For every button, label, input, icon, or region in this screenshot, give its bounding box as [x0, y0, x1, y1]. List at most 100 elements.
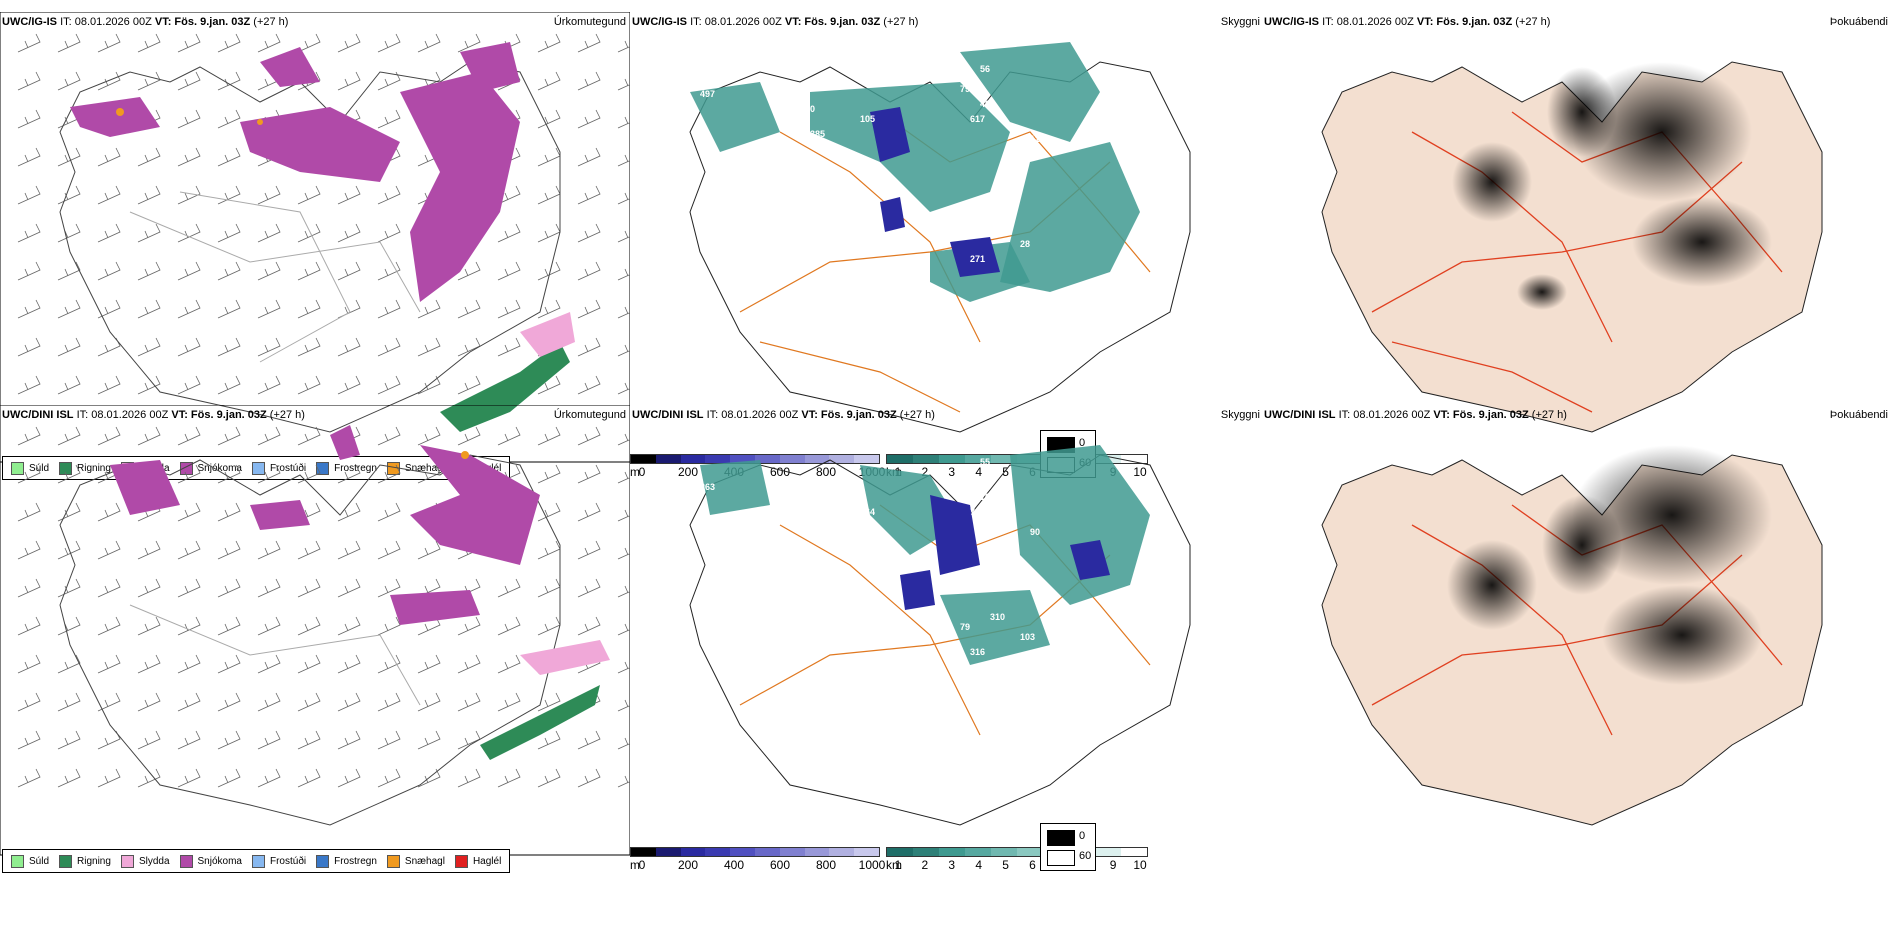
legend-item: Frostregn	[316, 854, 377, 868]
lead-time: (+27 h)	[253, 16, 289, 28]
init-time: IT: 08.01.2026 00Z	[706, 409, 799, 421]
wind-barb	[537, 299, 561, 319]
visibility-value: 13	[870, 204, 880, 214]
wind-barb	[577, 375, 601, 395]
wind-barb	[617, 78, 630, 91]
wind-barb	[177, 426, 201, 446]
wind-barb	[577, 616, 601, 636]
wind-barb	[537, 502, 561, 522]
lead-time: (+27 h)	[883, 16, 919, 28]
wind-barb	[177, 730, 201, 750]
wind-barb	[57, 337, 81, 357]
visibility-value: 128	[810, 522, 825, 532]
wind-barb	[97, 578, 121, 598]
navy-areas	[900, 495, 1110, 610]
visibility-value: 486	[1010, 169, 1025, 179]
visibility-value: 154	[900, 632, 915, 642]
visibility-labels: 263 441 128 464 707 102 90 132 310 154 79 316 103 204…	[700, 457, 1040, 657]
wind-barb	[297, 223, 321, 243]
legend-item: Slydda	[120, 854, 170, 868]
visibility-ticks: km 12345678910	[886, 857, 1148, 872]
wind-barb	[177, 768, 201, 788]
lead-time: (+27 h)	[269, 409, 305, 421]
wind-barb	[217, 730, 241, 750]
wind-barb	[177, 375, 201, 395]
tick-label: 5	[1002, 465, 1009, 479]
legend-swatch	[11, 461, 24, 475]
wind-barb	[17, 692, 41, 712]
wind-barb	[17, 185, 41, 205]
visibility-value: 204	[830, 607, 845, 617]
legend-item: Frostúði	[251, 854, 307, 868]
fog-areas	[1452, 62, 1772, 310]
wind-barb	[177, 540, 201, 560]
wind-barb	[537, 768, 561, 788]
tick-label: 1000	[858, 858, 886, 872]
legend-item: Rigning	[59, 854, 111, 868]
panel-header: UWC/DINI ISL IT: 08.01.2026 00Z VT: Fös.…	[1264, 409, 1567, 421]
wind-barb	[617, 623, 630, 636]
wind-barb	[297, 768, 321, 788]
legend-label: Rigning	[77, 462, 111, 474]
wind-barb	[457, 616, 481, 636]
wind-barb	[617, 382, 630, 395]
wind-barb	[57, 375, 81, 395]
wind-barb	[17, 464, 41, 484]
wind-barb	[337, 71, 361, 91]
tick-label: 10	[1133, 465, 1147, 479]
precip-panel-bottom: UWC/DINI ISL IT: 08.01.2026 00Z VT: Fös.…	[0, 405, 630, 875]
wind-barb	[497, 768, 521, 788]
legend-label: Frostúði	[269, 855, 307, 867]
navy-areas	[870, 107, 1000, 277]
wind-barb	[617, 471, 630, 484]
wind-barb	[457, 299, 481, 319]
legend-label: Snjókoma	[197, 855, 242, 867]
wind-barb	[217, 540, 241, 560]
fog-panel-top: UWC/IG-IS IT: 08.01.2026 00Z VT: Fös. 9.…	[1262, 12, 1892, 482]
lead-time: (+27 h)	[1531, 409, 1567, 421]
wind-barb	[57, 578, 81, 598]
valid-time: Fös. 9.jan. 03Z	[174, 16, 251, 28]
wind-barb	[537, 464, 561, 484]
wind-barb	[177, 33, 201, 53]
wind-barb	[337, 33, 361, 53]
wind-barb	[217, 616, 241, 636]
wind-barb	[457, 692, 481, 712]
visibility-value: 56	[980, 64, 990, 74]
wind-barb	[617, 585, 630, 598]
valid-label: VT:	[154, 16, 172, 28]
visibility-colorbar: km 12345678910	[886, 847, 1148, 875]
wind-barb	[417, 730, 441, 750]
wind-barb	[257, 337, 281, 357]
tick-label: 2	[921, 465, 929, 479]
legend-swatch	[11, 854, 24, 868]
valid-label: VT:	[784, 16, 802, 28]
visibility-value: 119	[1030, 134, 1045, 144]
wind-barb	[297, 33, 321, 53]
teal-areas	[700, 445, 1150, 665]
valid-time: Fös. 9.jan. 03Z	[190, 409, 267, 421]
tick-label: 200	[677, 465, 699, 479]
wind-barb	[217, 426, 241, 446]
visibility-value: 707	[970, 507, 985, 517]
wind-barb	[297, 730, 321, 750]
wind-barb	[577, 730, 601, 750]
tick-label: 4	[975, 465, 982, 479]
wind-barb	[57, 147, 81, 167]
visibility-value: 55	[980, 457, 990, 467]
legend-swatch	[454, 854, 468, 868]
wind-barb	[497, 299, 521, 319]
wind-barb	[97, 540, 121, 560]
wind-barb	[177, 464, 201, 484]
wind-barb	[177, 261, 201, 281]
legend-label: Rigning	[77, 855, 111, 867]
visibility-value: 141	[960, 229, 975, 239]
visibility-value: 617	[970, 114, 985, 124]
wind-barb	[217, 223, 241, 243]
tick-label: 200	[677, 858, 699, 872]
wind-barb	[257, 540, 281, 560]
wind-barb	[377, 730, 401, 750]
wind-barb	[577, 109, 601, 129]
wind-barb	[377, 261, 401, 281]
wind-barb	[537, 109, 561, 129]
